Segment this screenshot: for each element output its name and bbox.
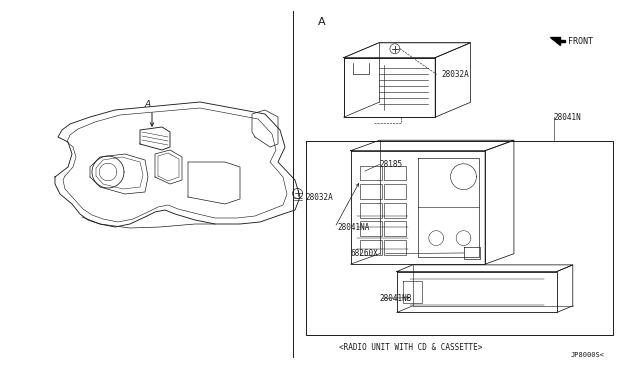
Bar: [385, 166, 406, 180]
Bar: [385, 203, 406, 218]
Bar: [385, 221, 406, 236]
Bar: [360, 166, 383, 180]
Text: A: A: [318, 17, 326, 27]
Bar: [385, 184, 406, 199]
Bar: [360, 240, 383, 255]
Bar: [360, 203, 383, 218]
Bar: [360, 221, 383, 236]
Text: A: A: [145, 100, 151, 109]
Bar: [385, 240, 406, 255]
Text: 28032A: 28032A: [306, 193, 333, 202]
Text: 28041N: 28041N: [554, 113, 581, 122]
Text: 28032A: 28032A: [442, 70, 469, 79]
Polygon shape: [550, 37, 565, 45]
Text: 68260X: 68260X: [351, 249, 378, 258]
Bar: [360, 184, 383, 199]
Text: FRONT: FRONT: [568, 37, 593, 46]
Text: 28041NB: 28041NB: [380, 294, 412, 303]
Text: <RADIO UNIT WITH CD & CASSETTE>: <RADIO UNIT WITH CD & CASSETTE>: [339, 343, 483, 352]
Text: JP8000S<: JP8000S<: [571, 352, 605, 358]
Text: 28041NA: 28041NA: [338, 223, 371, 232]
Text: 28185: 28185: [380, 160, 403, 169]
